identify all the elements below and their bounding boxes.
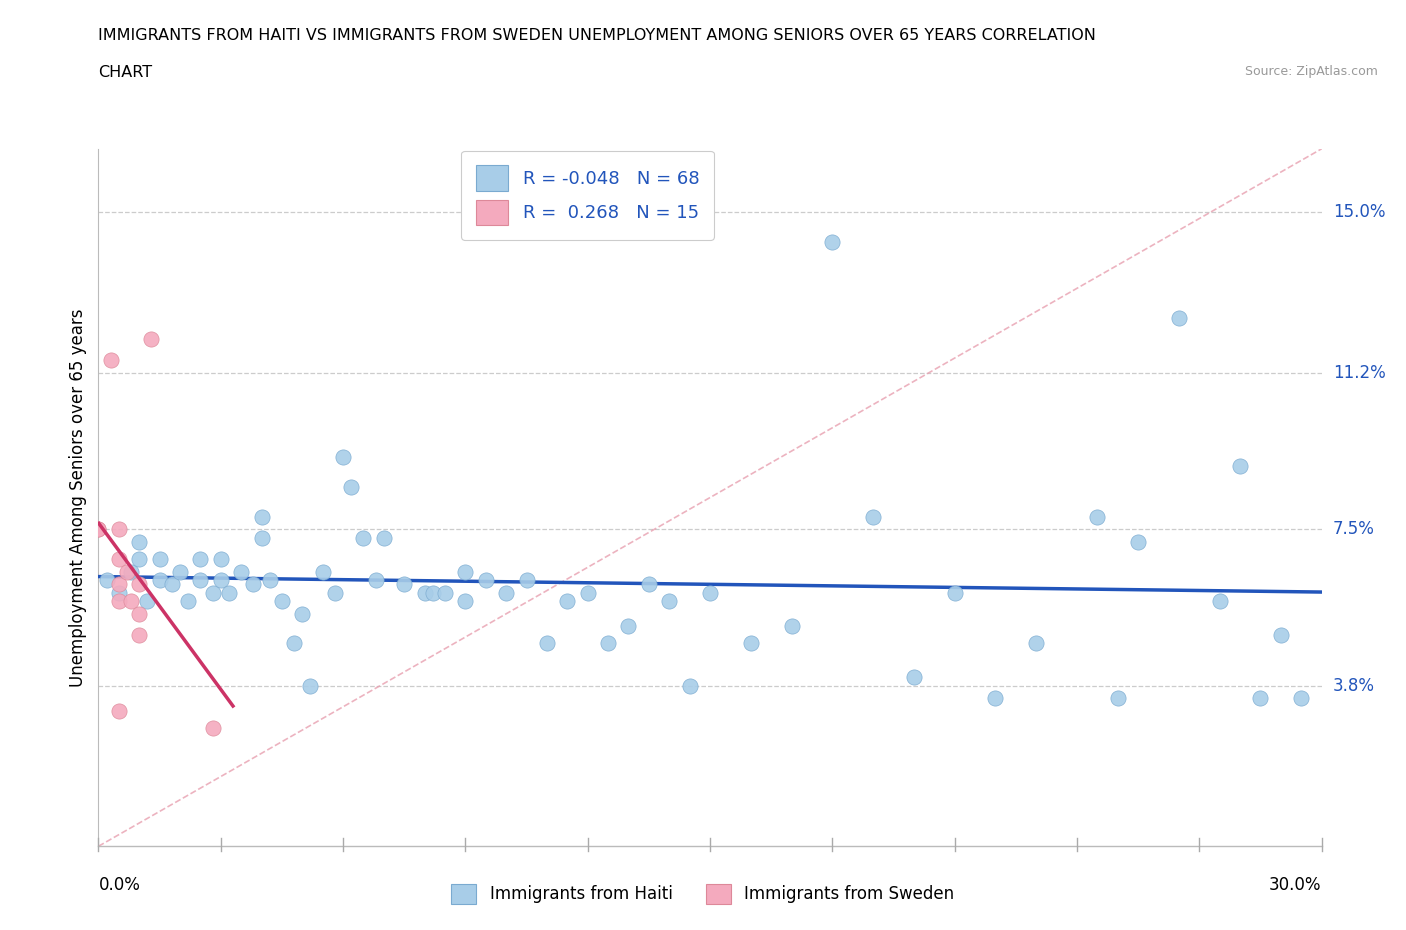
Point [454, 565, 477, 579]
Point [536, 636, 558, 651]
Point [637, 577, 661, 591]
Point [299, 678, 322, 693]
Point [160, 577, 183, 591]
Point [340, 480, 363, 495]
Point [149, 551, 172, 566]
Legend: Immigrants from Haiti, Immigrants from Sweden: Immigrants from Haiti, Immigrants from S… [443, 875, 963, 912]
Point [231, 565, 253, 579]
Point [201, 721, 224, 736]
Point [740, 636, 762, 651]
Text: 3.8%: 3.8% [1333, 677, 1375, 695]
Point [128, 606, 150, 621]
Point [1209, 593, 1232, 608]
Point [598, 636, 620, 651]
Point [136, 593, 159, 608]
Text: 0.0%: 0.0% [98, 876, 141, 894]
Point [128, 577, 150, 591]
Point [149, 573, 172, 588]
Point [1128, 535, 1150, 550]
Point [576, 585, 599, 600]
Text: 7.5%: 7.5% [1333, 520, 1375, 538]
Point [120, 565, 142, 579]
Y-axis label: Unemployment Among Seniors over 65 years: Unemployment Among Seniors over 65 years [69, 309, 87, 686]
Point [1025, 636, 1047, 651]
Point [454, 593, 477, 608]
Point [1291, 691, 1313, 706]
Point [128, 551, 150, 566]
Point [209, 573, 232, 588]
Point [141, 332, 163, 347]
Point [392, 577, 416, 591]
Point [96, 573, 118, 588]
Text: CHART: CHART [98, 65, 152, 80]
Text: IMMIGRANTS FROM HAITI VS IMMIGRANTS FROM SWEDEN UNEMPLOYMENT AMONG SENIORS OVER : IMMIGRANTS FROM HAITI VS IMMIGRANTS FROM… [98, 28, 1097, 43]
Point [87, 522, 110, 537]
Point [283, 636, 305, 651]
Point [780, 619, 803, 634]
Point [413, 585, 436, 600]
Point [209, 551, 232, 566]
Point [128, 628, 150, 643]
Point [495, 585, 517, 600]
Point [177, 593, 200, 608]
Point [364, 573, 387, 588]
Point [120, 593, 142, 608]
Legend: R = -0.048   N = 68, R =  0.268   N = 15: R = -0.048 N = 68, R = 0.268 N = 15 [461, 151, 714, 240]
Point [188, 573, 212, 588]
Point [108, 522, 131, 537]
Text: 30.0%: 30.0% [1270, 876, 1322, 894]
Point [658, 593, 681, 608]
Point [108, 704, 131, 719]
Point [312, 565, 335, 579]
Point [1167, 311, 1189, 325]
Point [821, 234, 844, 249]
Point [115, 565, 138, 579]
Point [250, 530, 273, 545]
Point [332, 450, 354, 465]
Point [259, 573, 281, 588]
Point [291, 606, 314, 621]
Point [1229, 458, 1251, 473]
Point [218, 585, 240, 600]
Point [617, 619, 640, 634]
Point [1085, 509, 1108, 524]
Point [108, 551, 131, 566]
Text: 15.0%: 15.0% [1333, 204, 1385, 221]
Point [1270, 628, 1292, 643]
Point [984, 691, 1007, 706]
Point [242, 577, 264, 591]
Point [474, 573, 498, 588]
Point [516, 573, 538, 588]
Point [1107, 691, 1129, 706]
Point [128, 535, 150, 550]
Point [903, 670, 925, 684]
Point [1249, 691, 1271, 706]
Point [108, 585, 131, 600]
Point [679, 678, 702, 693]
Point [373, 530, 395, 545]
Point [188, 551, 212, 566]
Point [699, 585, 721, 600]
Point [943, 585, 966, 600]
Point [270, 593, 294, 608]
Point [87, 522, 110, 537]
Point [201, 585, 224, 600]
Point [100, 352, 122, 367]
Point [862, 509, 884, 524]
Point [352, 530, 374, 545]
Point [169, 565, 191, 579]
Point [108, 593, 131, 608]
Point [250, 509, 273, 524]
Point [108, 577, 131, 591]
Point [555, 593, 579, 608]
Point [434, 585, 457, 600]
Point [323, 585, 346, 600]
Text: 11.2%: 11.2% [1333, 364, 1385, 382]
Text: Source: ZipAtlas.com: Source: ZipAtlas.com [1244, 65, 1378, 78]
Point [422, 585, 444, 600]
